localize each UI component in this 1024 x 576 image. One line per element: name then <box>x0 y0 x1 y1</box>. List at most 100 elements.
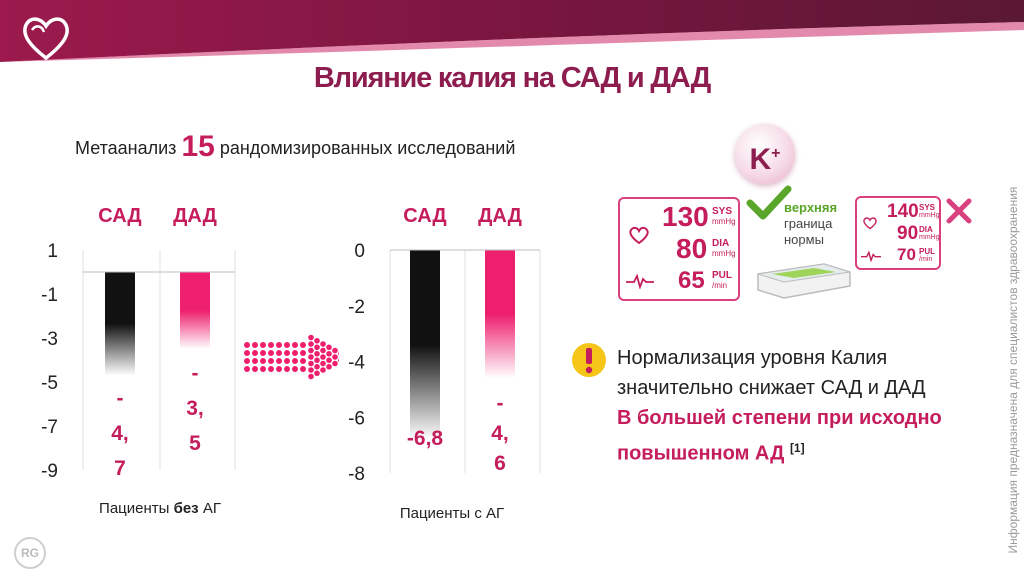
arrow-dot <box>260 350 266 356</box>
arrow-dot <box>332 347 338 354</box>
arrow-dot <box>332 354 338 360</box>
arrow-dot <box>326 344 332 351</box>
arrow-dot <box>244 350 250 356</box>
arrow-dot <box>244 366 250 372</box>
arrow-dot <box>326 357 332 364</box>
page-title: Влияние калия на САД и ДАД <box>313 62 711 94</box>
high-sys-unit: mmHg <box>919 212 940 219</box>
arrow-dot <box>284 358 290 364</box>
arrow-dot <box>244 358 250 364</box>
y-tick-label: -1 <box>41 285 58 306</box>
arrow-dot <box>252 358 258 364</box>
high-pul-unit: /min <box>919 256 933 263</box>
y-tick-label: -9 <box>41 461 58 482</box>
arrow-dot <box>292 342 298 348</box>
chart-with-hypertension: САД ДАД 0 -2 -4 -6 -8 -6,8 - 4, 6 Пациенты с АГ <box>348 205 541 522</box>
arrow-dot <box>314 337 320 344</box>
high-pul-value: 70 <box>897 245 916 264</box>
pul-label-text: PUL <box>712 270 732 281</box>
bp-monitor-high: 140 SYS mmHg 90 DIA mmHg 70 PUL/min <box>855 196 941 270</box>
high-dia-unit: mmHg <box>919 234 940 241</box>
arrow-dot <box>292 350 298 356</box>
sys-label: SYS mmHg <box>712 207 736 227</box>
heart-icon <box>629 226 649 245</box>
pulse-icon-small <box>861 250 881 262</box>
arrow-dot <box>320 367 326 373</box>
meta-suffix: рандомизированных исследований <box>219 138 516 158</box>
high-pul-label: PUL/min <box>919 248 935 264</box>
arrow-dot <box>284 342 290 348</box>
bar-dad <box>485 250 515 379</box>
arrow-dot <box>326 350 332 357</box>
pul-unit: /min <box>712 281 728 290</box>
arrow-dot <box>276 350 282 356</box>
arrow-dot <box>320 347 326 354</box>
y-tick-label: -7 <box>41 417 58 438</box>
bar-value-label: 4, <box>111 422 129 445</box>
upper-limit-line3: нормы <box>784 232 824 247</box>
arrow-dot <box>300 358 306 364</box>
arrow-dot <box>308 360 314 367</box>
upper-limit-line1: верхняя <box>784 200 838 215</box>
bar-value-label: 5 <box>189 432 201 455</box>
sys-label-text: SYS <box>712 206 733 217</box>
dia-label: DIA mmHg <box>712 239 736 259</box>
arrow-dot <box>252 342 258 348</box>
arrow-dot <box>314 350 320 357</box>
arrow-dot <box>308 373 314 380</box>
arrow-dot <box>308 334 314 341</box>
arrow-dot <box>314 357 320 364</box>
y-tick-label: 0 <box>354 241 365 262</box>
arrow-dot <box>284 366 290 372</box>
pul-value: 65 <box>678 267 705 294</box>
checkmark-icon <box>746 185 792 220</box>
arrow-dot <box>332 360 338 367</box>
bar-value-label: 7 <box>114 457 126 480</box>
bar-value-label: 6 <box>494 452 506 475</box>
sys-unit: mmHg <box>712 217 736 226</box>
arrow-dot <box>260 366 266 372</box>
potassium-badge: K+ <box>735 124 795 184</box>
meta-analysis-caption: Метаанализ 15 рандомизированных исследов… <box>75 130 515 164</box>
arrow-dot <box>252 366 258 372</box>
arrow-dot <box>314 363 320 370</box>
conclusion-highlight: В большей степени при исходно повышенном… <box>617 407 942 465</box>
high-pul-label-text: PUL <box>919 247 935 256</box>
arrow-dot <box>292 358 298 364</box>
arrow-dot <box>300 342 306 348</box>
arrow-dot <box>252 350 258 356</box>
y-tick-label: -5 <box>41 373 58 394</box>
dia-unit: mmHg <box>712 249 736 258</box>
bar-value-label: -6,8 <box>407 427 444 450</box>
arrow-dot <box>326 363 332 370</box>
arrow-dot <box>308 354 314 360</box>
bp-device-icon <box>757 263 851 299</box>
arrow-dot <box>308 367 314 373</box>
potassium-charge: + <box>771 145 781 162</box>
bar-value-label: 4, <box>491 422 509 445</box>
bp-monitor-main: 130 SYS mmHg 80 DIA mmHg 65 PUL/min <box>618 197 740 301</box>
arrow-dot <box>320 354 326 360</box>
y-tick-label: -2 <box>348 297 365 318</box>
category-label: САД <box>98 205 141 227</box>
bar-dad <box>180 272 210 349</box>
x-axis-label: Пациенты без АГ <box>99 500 221 517</box>
high-dia-label-text: DIA <box>919 225 933 234</box>
arrow-dot <box>244 342 250 348</box>
arrow-dot <box>320 341 326 347</box>
arrow-dot <box>314 344 320 351</box>
arrow-dot <box>268 366 274 372</box>
arrow-dot <box>260 342 266 348</box>
high-dia-label: DIA mmHg <box>919 226 940 242</box>
arrow-dot <box>268 342 274 348</box>
meta-count: 15 <box>181 130 215 163</box>
bar-sad <box>105 272 135 376</box>
arrow-dot <box>300 350 306 356</box>
y-tick-label: 1 <box>47 241 58 262</box>
arrow-dot <box>314 370 320 377</box>
conclusion-note: Нормализация уровня Калия значительно сн… <box>617 343 997 469</box>
pul-label: PUL/min <box>712 271 732 291</box>
dia-value: 80 <box>676 233 708 264</box>
arrow-dot <box>284 350 290 356</box>
arrow-dot <box>338 351 339 356</box>
